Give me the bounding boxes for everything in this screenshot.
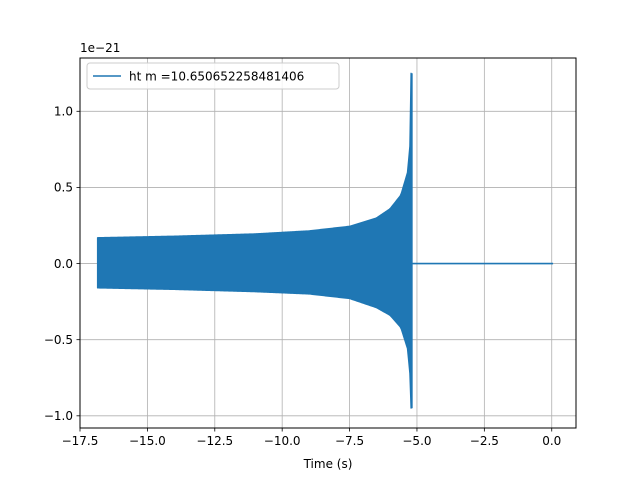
y-tick-label: 0.5 — [54, 181, 73, 195]
x-tick-label: −10.0 — [264, 434, 301, 448]
x-tick-label: 0.0 — [542, 434, 561, 448]
plot-area — [96, 72, 554, 409]
x-tick-label: −17.5 — [62, 434, 99, 448]
y-tick-label: 0.0 — [54, 257, 73, 271]
y-tick-label: −1.0 — [44, 409, 73, 423]
y-tick-label: −0.5 — [44, 333, 73, 347]
axes-frame — [79, 57, 577, 429]
legend-box — [86, 62, 340, 90]
x-tick-label: −2.5 — [470, 434, 499, 448]
y-offset-label: 1e−21 — [80, 41, 120, 55]
x-tick-label: −12.5 — [196, 434, 233, 448]
x-tick-label: −7.5 — [335, 434, 364, 448]
legend-entry-label: ht m =10.650652258481406 — [129, 70, 304, 84]
x-tick-label: −15.0 — [129, 434, 166, 448]
x-tick-label: −5.0 — [402, 434, 431, 448]
x-axis-label: Time (s) — [303, 457, 353, 471]
waveform-oscillation-band — [96, 72, 412, 409]
legend: ht m =10.650652258481406 — [86, 62, 340, 90]
ticks: −17.5 −15.0 −12.5 −10.0 −7.5 −5.0 −2.5 0.0 −1.0 −… — [44, 104, 561, 448]
y-tick-label: 1.0 — [54, 104, 73, 118]
